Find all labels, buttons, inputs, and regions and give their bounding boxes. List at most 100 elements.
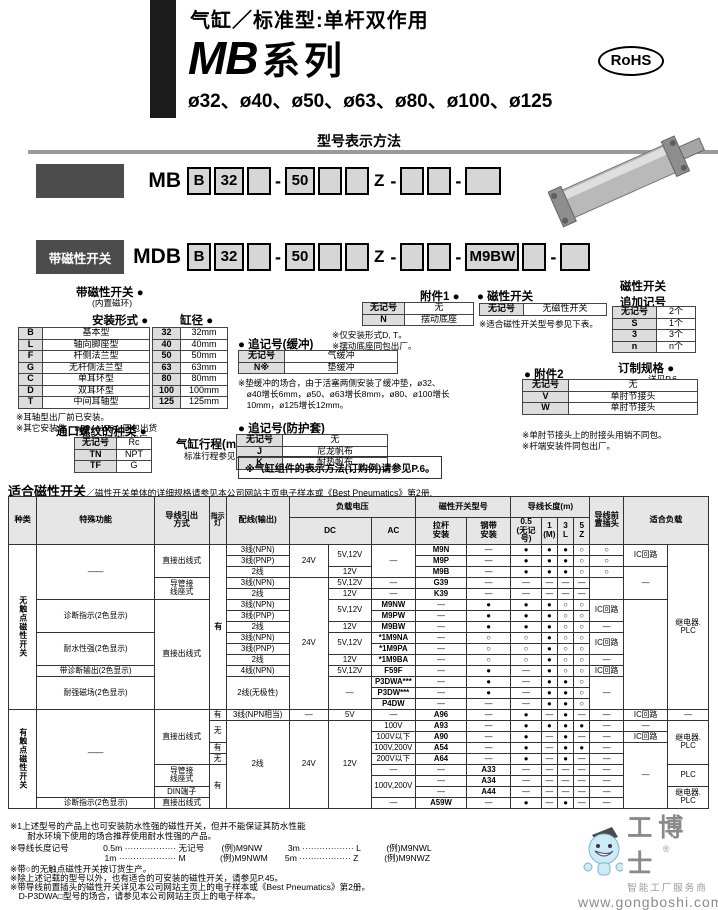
col-tie-rod: 拉杆 安装 (415, 517, 467, 545)
rohs-badge: RoHS (598, 46, 664, 76)
model-box-switch-qty (522, 243, 547, 271)
model-box-bore: 32 (214, 167, 244, 195)
model-row-with-switch: 带磁性开关 MDB B 32 - 50 Z - - M9BW - (36, 240, 591, 274)
model-prefix-mb: MB (148, 169, 181, 192)
mount-style-table: B 基本型 L 轴向脚座型 F 杆侧法兰型 G 无杆侧法兰型 C 单耳环型 D 双耳环型 T… (18, 327, 150, 409)
label-mount: 安装形式 ● (92, 315, 149, 327)
distributor-tagline: 智能工厂服务商 (627, 883, 708, 894)
model-box-acc1 (400, 167, 425, 195)
page-category: 气缸／标准型:单杆双作用 (190, 10, 429, 32)
col-model: 磁性开关型号 (415, 496, 512, 518)
boot-table: 无记号无 J 尼龙帆布 K 耐热帆布 (236, 434, 388, 470)
table-row: 无 2线 24V 12V 100V A93 — ● ● ● ● — — 继电器.… (9, 719, 709, 809)
label-with-switch: 带磁性开关 ● (76, 287, 144, 299)
model-dash: - (390, 170, 397, 191)
table-row: 诊断指示(2色显示) 直接出线式 — A59W — ● — ● — — (9, 796, 709, 809)
model-dash: - (550, 246, 557, 267)
footnote-lead-length-a: ※导线长度记号 0.5m ·················· 无记号 (例)M… (10, 843, 432, 853)
table-row: 100V以下 A90 — ● — ● — — IC回路 (9, 730, 709, 743)
table-row: 有 100V,200V A54 — ● — ● ● — — (9, 741, 709, 809)
col-lamp: 指示灯 (208, 496, 227, 545)
port-thread-table: 无记号 Rc TN NPT TF G (74, 437, 152, 473)
col-5m: 5 Z (573, 517, 591, 545)
col-plug: 导线前 置插头 (589, 496, 624, 545)
label-cushion: ● 追记号(缓冲) (238, 339, 314, 351)
bore-table: 32 32mm 40 40mm 50 50mm 63 63mm 80 80mm 100 10… (152, 327, 228, 409)
label-acc1: 附件1 ● (420, 291, 460, 303)
ordering-example-box: ※气缸组件的表示方法(订购例)请参见P.6。 (238, 456, 443, 479)
model-dash: - (275, 246, 281, 267)
label-port-thread: 通口螺纹的种类 ● (56, 426, 147, 438)
label-boot: ● 追记号(防护套) (238, 423, 325, 435)
model-box-cushion (318, 243, 342, 271)
switch-table: 无记号 无磁性开关 (479, 303, 607, 316)
model-row1-chip (36, 164, 124, 198)
mascot-icon (583, 827, 624, 876)
acc2-notes: ※单肘节接头上的肘接头用销不同包。 ※杆端安装件同包出厂。 (522, 430, 667, 451)
table-row: 3线(PNP) *1M9PA — ○ ○ ● ○ ○ (9, 642, 709, 655)
col-kind: 种类 (7, 496, 38, 545)
table-row: 2线 12V *1M9BA — ○ ○ ● ○ ○ — (9, 653, 709, 666)
model-box-boot (345, 167, 369, 195)
model-dash: - (455, 246, 462, 267)
footnote-made-to-order: ※带○的无触点磁性开关按订货生产。 (10, 864, 152, 874)
table-row: 2线 12V — K39 — — — — — (9, 587, 709, 600)
bore-sizes-line: ø32、ø40、ø50、ø63、ø80、ø100、ø125 (188, 91, 553, 112)
model-row-basic: MB B 32 - 50 Z - - (36, 164, 502, 198)
distributor-logo: 工博士 ® 智能工厂服务商 www.gongboshi.com (578, 808, 718, 910)
model-box-acc1 (400, 243, 425, 271)
col-1m: 1 (M) (540, 517, 558, 545)
label-switch-qty: 磁性开关 追加记号 (620, 281, 666, 309)
label-acc2: ● 附件2 (524, 369, 564, 381)
col-voltage: 负载电压 (288, 496, 417, 518)
kind-reed: 有触点磁性开关 (18, 728, 28, 790)
label-bore: 缸径 ● (180, 315, 214, 327)
table-row: 带诊断输出(2色显示) 4线(NPN) 5V,12V F59F — ● — ● … (9, 664, 709, 677)
footnote-lead-length-b: 1m ···················· M (例)M9NWM 5m ··… (10, 853, 431, 863)
table-row: 无触点磁性开关 —— 直接出线式 有 3线(NPN) 24V 5V,12V — … (7, 543, 709, 710)
header-black-bar (150, 0, 176, 118)
label-switch: ● 磁性开关 (477, 291, 534, 303)
table-row: 导管接 线座式 3线(NPN) 24V 5V,12V — G39 — — — —… (9, 576, 709, 710)
table-row: 有触点磁性开关 —— 直接出线式 有 3线(NPN相当) — 5V — A96 … (7, 708, 709, 809)
switch-note: ※适合磁性开关型号参见下表。 (479, 319, 598, 329)
label-with-switch-sub: (内置磁环) (92, 298, 133, 308)
col-load: 适合负载 (622, 496, 710, 545)
model-box-acc2 (427, 167, 452, 195)
label-order-spec: 订制规格 ● (618, 363, 675, 375)
acc1-table: 无记号无 N 摆动底座 (362, 302, 474, 326)
table-row: 诊断指示(2色显示) 直接出线式 3线(NPN) 5V,12V M9NW — ●… (9, 598, 709, 710)
distributor-brand: 工博士 (627, 815, 690, 878)
registered-mark: ® (662, 844, 670, 854)
model-row2-chip: 带磁性开关 (36, 240, 124, 274)
model-box-order (560, 243, 591, 271)
col-lead: 导线引出 方式 (153, 496, 210, 545)
table-row: 2线 12V M9BW — ● ● ● ○ ○ — (9, 620, 709, 633)
switch-table-title: 适合磁性开关 (8, 484, 87, 499)
model-box-boot (345, 243, 369, 271)
series-title: MB 系列 (188, 30, 346, 85)
switch-section-title: 适合磁性开关／磁性开关单体的详细规格请参见本公司网站主页电子样本或《Best P… (8, 481, 432, 501)
table-row: 耐强磁场(2色显示) 2线(无极性) — P3DWA*** — ● — ● ● … (9, 675, 709, 710)
model-box-cushion (318, 167, 342, 195)
col-band: 钢带 安装 (465, 517, 512, 545)
acc2-table: 无记号无 V 单肘节接头 W 单肘节接头 (522, 379, 698, 415)
col-dc: DC (288, 517, 372, 545)
distributor-url[interactable]: www.gongboshi.com (578, 894, 718, 910)
cylinder-product-image (548, 135, 706, 228)
switch-table-subtitle: ／磁性开关单体的详细规格请参见本公司网站主页电子样本或《Best Pneumat… (86, 488, 433, 498)
model-dash: - (390, 246, 397, 267)
cushion-note: ※垫缓冲的场合，由于活塞两侧安装了缓冲垫，ø32、 ø40增长6mm，ø50、ø… (238, 378, 450, 410)
model-box-acc2 (427, 243, 452, 271)
section-title-wrap: 型号表示方法 (0, 131, 718, 152)
order-spec-note: 详见P.6。 (648, 374, 686, 385)
model-box-switch: M9BW (465, 243, 520, 271)
model-box-spec (465, 167, 502, 195)
col-wiring: 配线(输出) (225, 496, 290, 545)
model-box-mount: B (187, 167, 211, 195)
applicable-switch-table: 种类 特殊功能 导线引出 方式 指示灯 配线(输出) 负载电压 磁性开关型号 导… (7, 496, 710, 809)
model-box-port (247, 243, 271, 271)
model-prefix-mdb: MDB (133, 245, 181, 268)
model-dash: - (455, 170, 462, 191)
table-row: 3线(PNP) M9P — ● ● ● ○ ○ (9, 554, 709, 567)
